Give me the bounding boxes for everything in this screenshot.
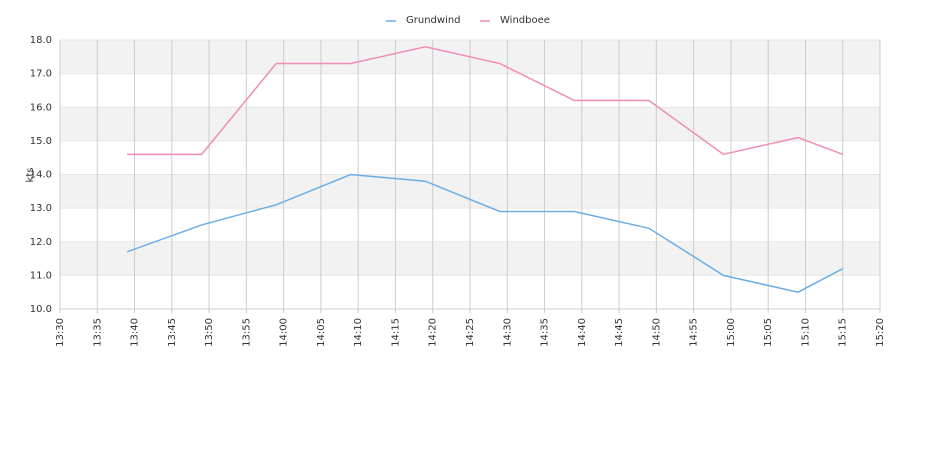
x-tick-label: 14:20 <box>428 318 439 347</box>
x-tick-label: 13:35 <box>92 318 103 347</box>
x-tick-label: 15:05 <box>763 318 774 347</box>
legend-item: Grundwind <box>386 15 461 26</box>
x-tick-label: 13:30 <box>55 318 66 347</box>
y-tick-label: 15.0 <box>30 136 52 147</box>
x-tick-label: 14:40 <box>577 318 588 347</box>
y-tick-label: 17.0 <box>30 69 52 80</box>
legend-item: Windboee <box>480 15 550 26</box>
y-tick-label: 10.0 <box>30 304 52 315</box>
y-tick-label: 18.0 <box>30 35 52 46</box>
x-tick-label: 14:05 <box>316 318 327 347</box>
y-axis-label: kts <box>25 168 36 183</box>
series-line <box>127 45 843 156</box>
x-tick-label: 13:40 <box>130 318 141 347</box>
x-tick-label: 15:15 <box>838 318 849 347</box>
x-tick-label: 13:55 <box>241 318 252 347</box>
x-tick-label: 14:15 <box>390 318 401 347</box>
series-line <box>126 173 844 293</box>
y-tick-label: 14.0 <box>30 170 52 181</box>
x-tick-label: 14:55 <box>689 318 700 347</box>
x-tick-label: 14:10 <box>353 318 364 347</box>
x-tick-label: 14:45 <box>614 318 625 347</box>
y-tick-label: 12.0 <box>30 237 52 248</box>
x-tick-label: 14:35 <box>540 318 551 347</box>
x-tick-label: 13:45 <box>167 318 178 347</box>
x-tick-label: 14:25 <box>465 318 476 347</box>
y-tick-label: 16.0 <box>30 102 52 113</box>
x-tick-label: 15:00 <box>726 318 737 347</box>
x-tick-label: 15:10 <box>800 318 811 347</box>
legend-label: Grundwind <box>406 15 461 26</box>
x-tick-label: 15:20 <box>875 318 886 347</box>
x-tick-label: 13:50 <box>204 318 215 347</box>
x-tick-label: 14:00 <box>279 318 290 347</box>
legend-label: Windboee <box>500 15 550 26</box>
y-tick-label: 11.0 <box>30 270 52 281</box>
y-tick-label: 13.0 <box>30 203 52 214</box>
x-tick-label: 14:30 <box>502 318 513 347</box>
x-tick-label: 14:50 <box>651 318 662 347</box>
